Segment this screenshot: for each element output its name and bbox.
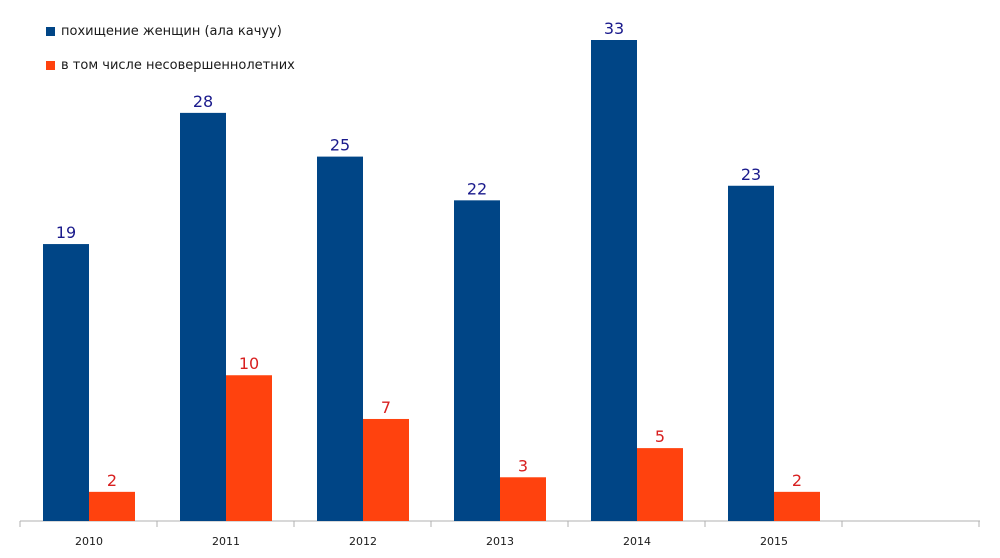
data-label-abductions: 25 bbox=[330, 136, 350, 155]
data-label-minors: 5 bbox=[655, 427, 665, 446]
x-tick-label: 2012 bbox=[349, 535, 377, 548]
bars-layer bbox=[43, 40, 820, 522]
data-label-abductions: 33 bbox=[604, 19, 624, 38]
bar-minors bbox=[637, 448, 683, 521]
data-label-minors: 2 bbox=[792, 471, 802, 490]
x-tick-label: 2015 bbox=[760, 535, 788, 548]
data-label-minors: 10 bbox=[239, 354, 259, 373]
bar-abductions bbox=[591, 40, 637, 521]
data-label-minors: 2 bbox=[107, 471, 117, 490]
bar-abductions bbox=[454, 200, 500, 522]
x-tick-label: 2011 bbox=[212, 535, 240, 548]
bar-abductions bbox=[317, 156, 363, 521]
bar-minors bbox=[226, 375, 272, 521]
bar-minors bbox=[500, 477, 546, 521]
legend-swatch-minors bbox=[46, 60, 55, 70]
bar-abductions bbox=[180, 112, 226, 521]
legend-item-minors: в том числе несовершеннолетних bbox=[46, 56, 295, 74]
legend-item-abductions: похищение женщин (ала качуу) bbox=[46, 22, 295, 40]
legend-swatch-abductions bbox=[46, 26, 55, 36]
bar-minors bbox=[363, 418, 409, 521]
data-label-abductions: 19 bbox=[56, 223, 76, 242]
axis-layer bbox=[19, 520, 980, 527]
bar-minors bbox=[89, 491, 135, 521]
x-tick-label: 2010 bbox=[75, 535, 103, 548]
bar-abductions bbox=[728, 185, 774, 521]
data-label-abductions: 22 bbox=[467, 179, 487, 198]
x-tick-label: 2014 bbox=[623, 535, 651, 548]
legend-label-minors: в том числе несовершеннолетних bbox=[61, 57, 295, 73]
legend-label-abductions: похищение женщин (ала качуу) bbox=[61, 23, 282, 39]
data-label-abductions: 23 bbox=[741, 165, 761, 184]
legend: похищение женщин (ала качуу) в том числе… bbox=[46, 22, 295, 90]
bar-abductions bbox=[43, 244, 89, 521]
bar-minors bbox=[774, 491, 820, 521]
x-tick-labels-layer: 2010 2011 2012 2013 2014 2015 bbox=[75, 535, 788, 548]
data-label-minors: 3 bbox=[518, 456, 528, 475]
x-tick-label: 2013 bbox=[486, 535, 514, 548]
data-label-minors: 7 bbox=[381, 398, 391, 417]
data-label-abductions: 28 bbox=[193, 92, 213, 111]
